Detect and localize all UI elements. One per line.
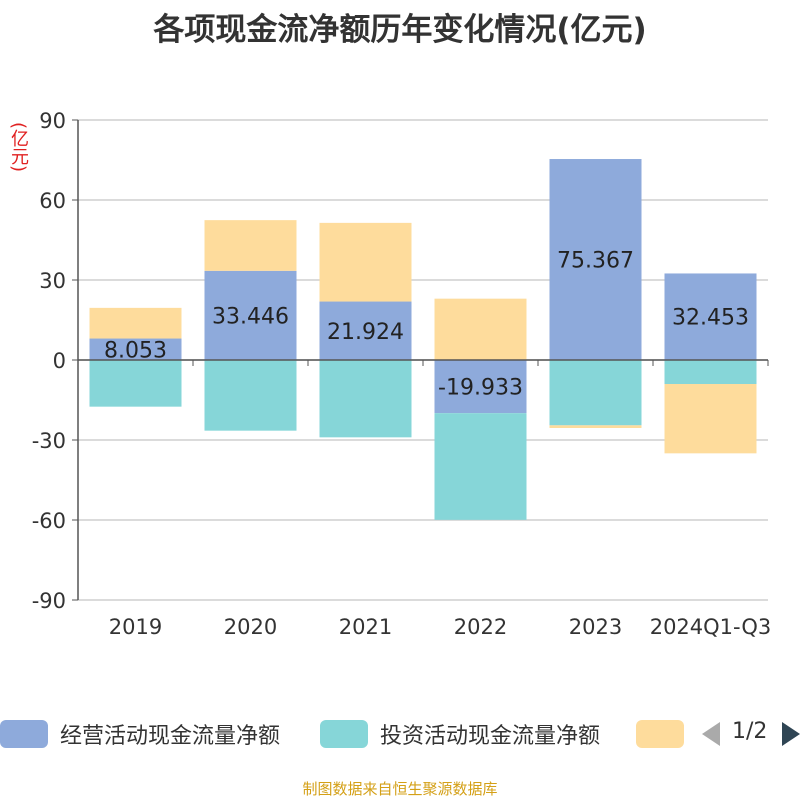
y-tick-label: 30: [39, 269, 66, 293]
bar-series-0-2023: [549, 159, 642, 360]
bar-series-2-2022: [434, 298, 527, 360]
bar-series-2-2021: [319, 222, 412, 302]
legend-label-investing: 投资活动现金流量净额: [380, 724, 601, 749]
bar-series-1-2020: [204, 360, 297, 431]
bar-series-0-2020: [204, 270, 297, 360]
data-label: -19.933: [438, 376, 523, 401]
bar-series-1-2024Q1-Q3: [664, 360, 757, 384]
y-tick-label: 90: [39, 109, 66, 133]
legend-item-financing[interactable]: [636, 720, 684, 748]
x-tick-label: 2019: [109, 615, 162, 639]
pager-prev-icon[interactable]: [702, 722, 720, 746]
x-tick-label: 2022: [454, 615, 507, 639]
legend-swatch-investing: [320, 720, 368, 748]
x-tick-label: 2023: [569, 615, 622, 639]
bar-series-1-2023: [549, 360, 642, 426]
y-tick-label: -60: [32, 509, 66, 533]
pager-page-text: 1/2: [732, 719, 768, 744]
y-tick-label: -90: [32, 589, 66, 613]
data-label: 32.453: [672, 306, 749, 331]
legend-pager: 1/2: [698, 719, 800, 748]
bar-series-2-2024Q1-Q3: [664, 384, 757, 454]
pager-next-icon[interactable]: [782, 722, 800, 746]
bar-series-1-2022: [434, 413, 527, 520]
x-tick-label: 2021: [339, 615, 392, 639]
legend-item-investing[interactable]: 投资活动现金流量净额: [320, 720, 601, 749]
y-axis-unit-label: (亿元): [8, 122, 29, 173]
bar-series-0-2019: [89, 338, 182, 360]
y-tick-label: 0: [53, 349, 66, 373]
bar-series-0-2021: [319, 301, 412, 360]
bar-series-0-2024Q1-Q3: [664, 273, 757, 360]
x-tick-label: 2020: [224, 615, 277, 639]
data-label: 8.053: [104, 338, 167, 363]
bar-chart: 90 60 30 0 -30 -60 -90 2019 2020 2021 2022 2023 2024…: [32, 109, 772, 639]
chart-title: 各项现金流净额历年变化情况(亿元): [153, 12, 647, 48]
bar-series-2-2019: [89, 307, 182, 339]
bar-series-1-2019: [89, 360, 182, 407]
source-note: 制图数据来自恒生聚源数据库: [302, 780, 498, 798]
legend-item-operating[interactable]: 经营活动现金流量净额: [0, 720, 281, 749]
x-tick-label: 2024Q1-Q3: [650, 615, 772, 639]
y-tick-label: 60: [39, 189, 66, 213]
bar-series-2-2020: [204, 220, 297, 271]
bar-series-0-2022: [434, 360, 527, 414]
data-label: 33.446: [212, 304, 289, 329]
legend: 经营活动现金流量净额 投资活动现金流量净额 1/2: [0, 712, 800, 758]
y-tick-label: -30: [32, 429, 66, 453]
data-label: 75.367: [557, 249, 634, 274]
legend-swatch-financing: [636, 720, 684, 748]
legend-label-operating: 经营活动现金流量净额: [60, 724, 281, 749]
legend-swatch-operating: [0, 720, 48, 748]
data-label: 21.924: [327, 320, 404, 345]
bar-series-2-2023: [549, 425, 642, 428]
bar-series-1-2021: [319, 360, 412, 438]
